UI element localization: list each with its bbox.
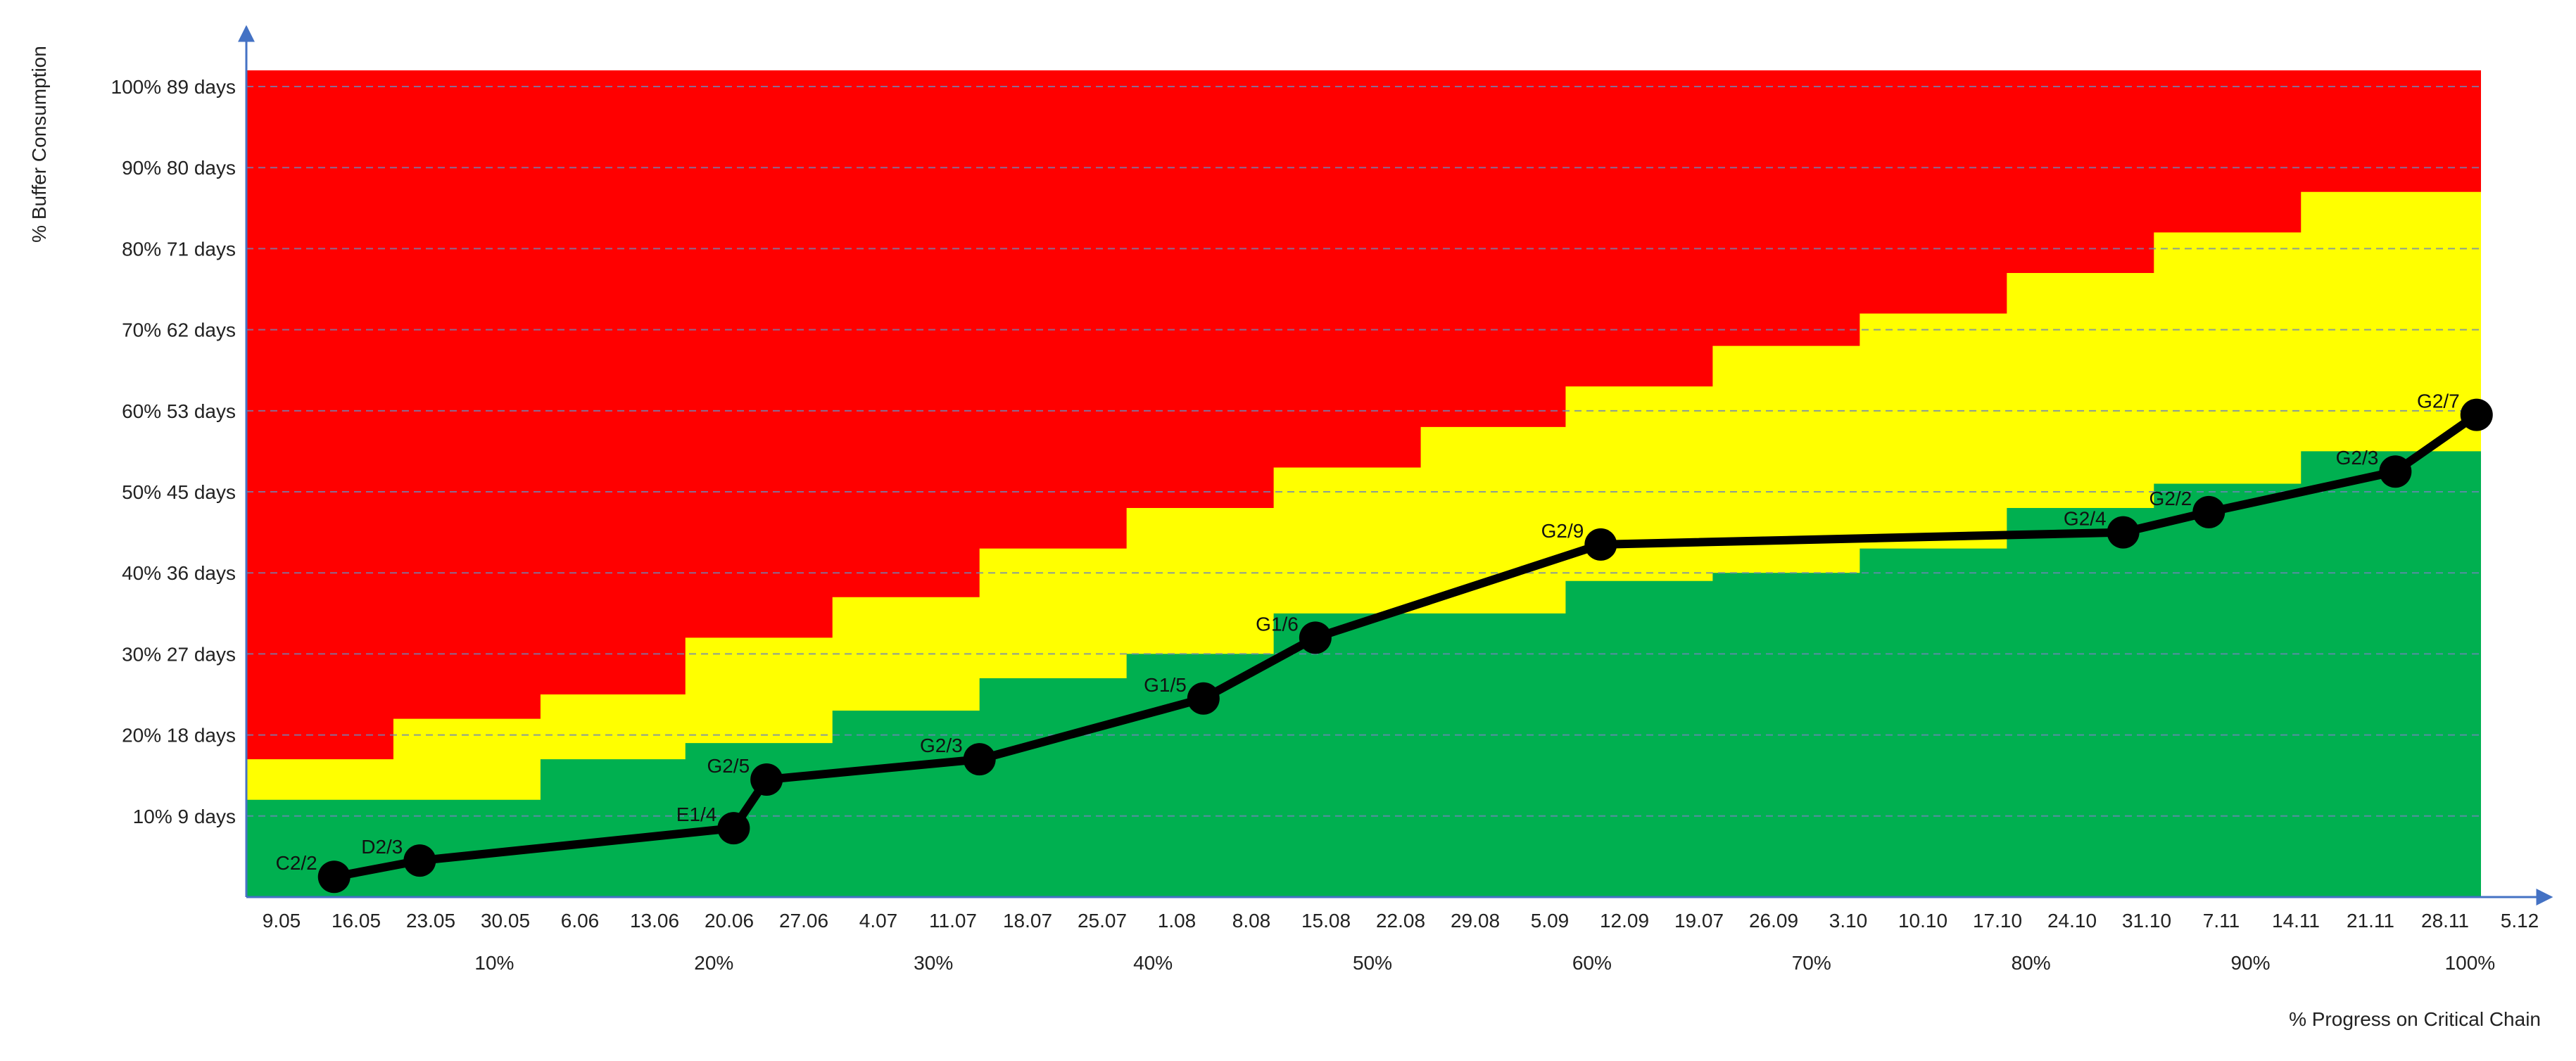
data-point-label: G2/2 bbox=[2149, 488, 2192, 509]
x-tick-label: 15.08 bbox=[1301, 910, 1351, 932]
y-tick-label: 10% 9 days bbox=[133, 806, 236, 827]
series-line bbox=[329, 410, 2481, 882]
x-tick-label: 16.05 bbox=[332, 910, 381, 932]
progress-tick-label: 70% bbox=[1792, 952, 1831, 974]
data-point-label: G1/6 bbox=[1256, 613, 1299, 635]
data-point bbox=[1187, 682, 1220, 715]
x-tick-label: 18.07 bbox=[1003, 910, 1052, 932]
zone-bands bbox=[246, 70, 2481, 897]
data-point bbox=[317, 860, 351, 894]
y-axis-title: % Buffer Consumption bbox=[28, 46, 50, 243]
data-point-label: G2/4 bbox=[2064, 508, 2107, 530]
series-progress-line: C2/2 D2/3 E1/4 G2/5 G2/3 G1/5 G1/6 G2/9 G2/4 G2/2… bbox=[276, 390, 2493, 894]
progress-tick-label: 80% bbox=[2012, 952, 2051, 974]
x-tick-label: 5.12 bbox=[2501, 910, 2539, 932]
data-point bbox=[717, 812, 750, 845]
data-point-label: G1/5 bbox=[1144, 674, 1187, 696]
y-tick-label: 50% 45 days bbox=[122, 481, 236, 503]
x-tick-label: 17.10 bbox=[1973, 910, 2022, 932]
x-tick-label: 11.07 bbox=[929, 910, 977, 932]
data-point bbox=[2379, 455, 2412, 488]
data-point bbox=[1299, 621, 1332, 654]
x-tick-label: 28.11 bbox=[2421, 910, 2469, 932]
data-point bbox=[2460, 398, 2493, 431]
x-tick-label: 21.11 bbox=[2347, 910, 2394, 932]
x-tick-label: 3.10 bbox=[1829, 910, 1868, 932]
data-point-label: G2/9 bbox=[1541, 520, 1584, 542]
progress-tick-label: 10% bbox=[474, 952, 514, 974]
y-tick-label: 80% 71 days bbox=[122, 238, 236, 260]
x-axis-title: % Progress on Critical Chain bbox=[2289, 1008, 2541, 1030]
y-tick-label: 40% 36 days bbox=[122, 562, 236, 584]
data-point bbox=[403, 844, 436, 877]
data-point bbox=[1584, 528, 1617, 561]
x-tick-label: 19.07 bbox=[1674, 910, 1724, 932]
progress-tick-label: 60% bbox=[1572, 952, 1612, 974]
data-point bbox=[2107, 516, 2140, 549]
x-tick-label: 7.11 bbox=[2203, 910, 2240, 932]
y-tick-label: 70% 62 days bbox=[122, 319, 236, 341]
tick-labels: 10% 9 days 20% 18 days 30% 27 days 40% 36 d… bbox=[111, 76, 2539, 974]
x-tick-label: 4.07 bbox=[859, 910, 898, 932]
progress-tick-label: 40% bbox=[1133, 952, 1173, 974]
axes bbox=[238, 25, 2553, 906]
progress-tick-label: 100% bbox=[2445, 952, 2496, 974]
x-tick-label: 14.11 bbox=[2272, 910, 2320, 932]
x-tick-label: 20.06 bbox=[705, 910, 754, 932]
x-tick-label: 27.06 bbox=[779, 910, 828, 932]
x-tick-label: 10.10 bbox=[1898, 910, 1947, 932]
y-tick-label: 20% 18 days bbox=[122, 725, 236, 746]
x-tick-label: 29.08 bbox=[1451, 910, 1500, 932]
data-point-label: G2/3 bbox=[2336, 447, 2379, 469]
y-tick-label: 90% 80 days bbox=[122, 157, 236, 179]
x-tick-label: 22.08 bbox=[1376, 910, 1425, 932]
progress-tick-label: 20% bbox=[694, 952, 733, 974]
data-point-label: G2/3 bbox=[920, 735, 963, 756]
x-tick-label: 5.09 bbox=[1531, 910, 1570, 932]
data-point bbox=[2192, 495, 2225, 528]
x-tick-label: 13.06 bbox=[630, 910, 679, 932]
x-tick-label: 24.10 bbox=[2047, 910, 2097, 932]
data-point-label: G2/5 bbox=[707, 755, 750, 777]
x-tick-label: 6.06 bbox=[561, 910, 600, 932]
data-point bbox=[750, 763, 783, 796]
data-point bbox=[963, 743, 996, 776]
green-zone bbox=[246, 451, 2481, 897]
y-tick-label: 60% 53 days bbox=[122, 400, 236, 422]
x-tick-label: 9.05 bbox=[263, 910, 301, 932]
x-tick-label: 8.08 bbox=[1232, 910, 1271, 932]
y-tick-label: 100% 89 days bbox=[111, 76, 236, 98]
x-tick-label: 25.07 bbox=[1078, 910, 1127, 932]
gridlines bbox=[246, 86, 2481, 817]
x-tick-label: 12.09 bbox=[1600, 910, 1649, 932]
progress-tick-label: 90% bbox=[2230, 952, 2270, 974]
data-point-label: E1/4 bbox=[676, 803, 717, 825]
data-point-label: G2/7 bbox=[2417, 390, 2460, 412]
y-tick-label: 30% 27 days bbox=[122, 643, 236, 665]
x-tick-label: 26.09 bbox=[1749, 910, 1798, 932]
x-tick-label: 1.08 bbox=[1158, 910, 1197, 932]
progress-tick-label: 50% bbox=[1353, 952, 1392, 974]
x-tick-label: 31.10 bbox=[2122, 910, 2171, 932]
progress-tick-label: 30% bbox=[914, 952, 953, 974]
data-point-label: D2/3 bbox=[361, 836, 403, 858]
data-point-label: C2/2 bbox=[276, 852, 317, 874]
x-tick-label: 30.05 bbox=[481, 910, 530, 932]
x-tick-label: 23.05 bbox=[406, 910, 455, 932]
